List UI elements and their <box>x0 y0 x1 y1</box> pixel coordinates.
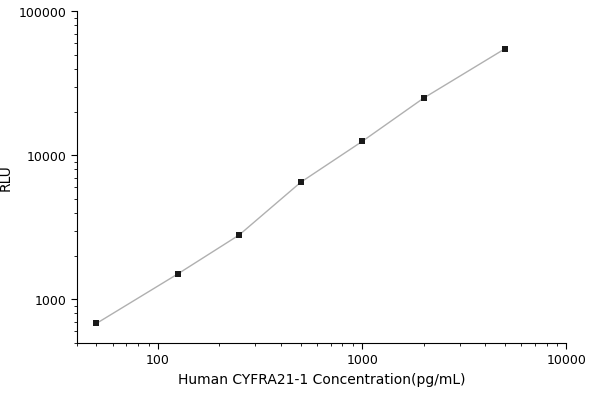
Point <box>296 180 306 186</box>
Point <box>358 139 367 145</box>
Point <box>234 232 244 239</box>
Point <box>419 95 428 102</box>
Point <box>500 46 510 53</box>
X-axis label: Human CYFRA21-1 Concentration(pg/mL): Human CYFRA21-1 Concentration(pg/mL) <box>178 372 466 386</box>
Y-axis label: RLU: RLU <box>0 164 13 191</box>
Point <box>92 320 101 327</box>
Point <box>173 271 182 278</box>
